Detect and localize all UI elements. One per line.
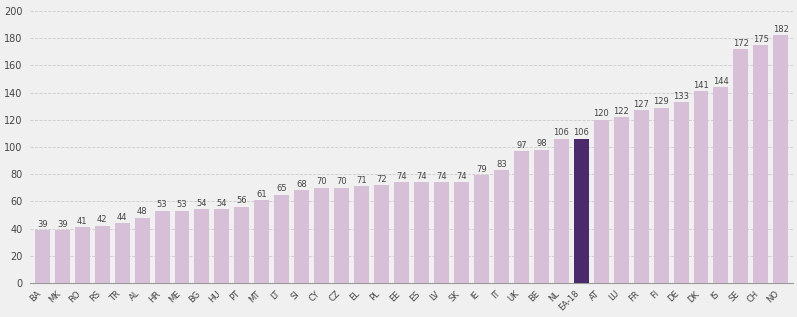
Bar [354, 186, 369, 283]
Bar [474, 176, 489, 283]
Text: 106: 106 [573, 128, 589, 137]
Text: 42: 42 [97, 216, 108, 224]
Text: 70: 70 [316, 177, 327, 186]
Text: 133: 133 [673, 92, 689, 101]
Bar [514, 151, 529, 283]
Bar [654, 107, 669, 283]
Text: 120: 120 [593, 109, 609, 118]
Text: 74: 74 [396, 172, 407, 181]
Bar [115, 223, 130, 283]
Bar [35, 230, 49, 283]
Text: 44: 44 [117, 213, 128, 222]
Bar [673, 102, 689, 283]
Bar [713, 87, 728, 283]
Text: 129: 129 [654, 97, 669, 106]
Bar [574, 139, 589, 283]
Text: 39: 39 [37, 219, 48, 229]
Text: 79: 79 [476, 165, 487, 174]
Bar [214, 210, 230, 283]
Text: 61: 61 [257, 190, 267, 198]
Bar [394, 182, 409, 283]
Bar [494, 170, 508, 283]
Bar [155, 211, 170, 283]
Bar [634, 110, 649, 283]
Bar [733, 49, 748, 283]
Bar [374, 185, 389, 283]
Text: 172: 172 [733, 39, 749, 48]
Bar [254, 200, 269, 283]
Text: 41: 41 [77, 217, 88, 226]
Text: 48: 48 [137, 207, 147, 216]
Text: 182: 182 [773, 25, 789, 34]
Bar [614, 117, 629, 283]
Text: 144: 144 [713, 77, 728, 86]
Text: 122: 122 [613, 107, 629, 116]
Bar [274, 195, 289, 283]
Text: 71: 71 [356, 176, 367, 185]
Text: 54: 54 [197, 199, 207, 208]
Text: 53: 53 [157, 200, 167, 210]
Bar [594, 120, 609, 283]
Bar [693, 91, 709, 283]
Bar [434, 182, 449, 283]
Text: 83: 83 [496, 160, 507, 169]
Text: 141: 141 [693, 81, 709, 90]
Text: 68: 68 [296, 180, 307, 189]
Text: 65: 65 [277, 184, 287, 193]
Bar [554, 139, 569, 283]
Bar [334, 188, 349, 283]
Bar [454, 182, 469, 283]
Text: 106: 106 [553, 128, 569, 137]
Bar [314, 188, 329, 283]
Bar [414, 182, 429, 283]
Text: 175: 175 [753, 35, 769, 44]
Bar [55, 230, 69, 283]
Text: 70: 70 [336, 177, 347, 186]
Text: 74: 74 [456, 172, 467, 181]
Bar [234, 207, 249, 283]
Text: 72: 72 [376, 175, 387, 184]
Text: 74: 74 [416, 172, 427, 181]
Bar [75, 227, 90, 283]
Bar [135, 218, 150, 283]
Bar [175, 211, 190, 283]
Bar [534, 150, 549, 283]
Bar [95, 226, 110, 283]
Text: 53: 53 [177, 200, 187, 210]
Text: 98: 98 [536, 139, 547, 148]
Text: 127: 127 [633, 100, 649, 109]
Text: 39: 39 [57, 219, 68, 229]
Text: 74: 74 [436, 172, 447, 181]
Text: 54: 54 [217, 199, 227, 208]
Bar [753, 45, 768, 283]
Text: 56: 56 [237, 197, 247, 205]
Bar [773, 36, 788, 283]
Text: 97: 97 [516, 141, 527, 150]
Bar [294, 191, 309, 283]
Bar [194, 210, 210, 283]
